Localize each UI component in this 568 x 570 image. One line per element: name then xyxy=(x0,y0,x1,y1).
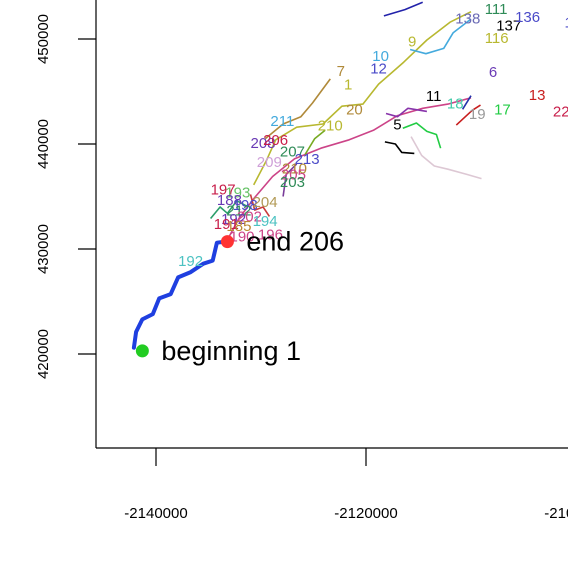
segment-label: 191 xyxy=(214,216,239,233)
river-segment-line xyxy=(410,136,482,180)
river-segment-line xyxy=(304,129,326,155)
segment-label: 190 xyxy=(230,229,255,246)
segment-label: 205 xyxy=(281,167,306,184)
segment-label: 207 xyxy=(280,144,305,161)
background-river-segments xyxy=(209,1,482,242)
river-segment-line xyxy=(209,199,247,220)
segment-label: 212 xyxy=(226,202,251,219)
segment-label: 209 xyxy=(257,154,282,171)
x-axis: -2140000 -2120000 -2100000 xyxy=(124,448,568,522)
river-segment-line xyxy=(455,104,481,126)
segment-label: 7 xyxy=(337,63,345,80)
river-segment-line xyxy=(409,18,472,55)
y-tick-label: 430000 xyxy=(35,224,52,274)
segment-label: 210 xyxy=(282,160,307,177)
end-label: end 206 xyxy=(246,227,344,257)
segment-label: 13 xyxy=(529,87,546,104)
segment-label: 136 xyxy=(515,9,540,26)
segment-label: 208 xyxy=(251,135,276,152)
segment-label: 18 xyxy=(447,95,464,112)
segment-label: 206 xyxy=(263,132,288,149)
segment-label: 213 xyxy=(295,151,320,168)
segment-label: 196 xyxy=(258,227,283,244)
x-tick-label: -2120000 xyxy=(334,505,397,522)
segment-label: 211 xyxy=(270,113,294,130)
segment-label: 193 xyxy=(225,185,250,202)
segment-label: 210 xyxy=(318,117,343,134)
segment-label: 194 xyxy=(253,213,278,230)
segment-label: 138 xyxy=(455,10,480,27)
segment-label: 198 xyxy=(233,197,258,214)
end-marker xyxy=(220,235,234,249)
segment-label: 192 xyxy=(178,253,203,270)
segment-label: 222 xyxy=(553,104,568,121)
highlight-segment-line xyxy=(131,239,228,350)
river-segment-line xyxy=(383,1,424,17)
segment-label: 192 xyxy=(221,211,246,228)
segment-label: 137 xyxy=(496,18,521,35)
highlight-river-segment xyxy=(131,239,228,350)
segment-label: 202 xyxy=(237,209,262,226)
segment-label: 12 xyxy=(370,61,387,78)
river-segment-line xyxy=(461,95,472,110)
y-axis: 420000 430000 440000 450000 xyxy=(35,14,96,379)
river-segment-line xyxy=(252,10,472,186)
y-tick-label: 420000 xyxy=(35,329,52,379)
y-tick-label: 450000 xyxy=(35,14,52,64)
segment-label: 17 xyxy=(494,102,511,119)
river-segment-line xyxy=(384,141,415,155)
x-tick-label: -2140000 xyxy=(124,505,187,522)
segment-label: 119 xyxy=(565,14,568,31)
segment-label: 111 xyxy=(485,1,508,18)
river-segment-line xyxy=(249,194,271,217)
segment-label: 6 xyxy=(489,64,497,81)
river-segment-line xyxy=(282,163,298,197)
segment-label: 204 xyxy=(253,194,278,211)
segment-label: 10 xyxy=(372,48,389,65)
segment-label: 188 xyxy=(217,192,242,209)
segment-label: 197 xyxy=(211,181,236,198)
river-segment-line xyxy=(402,122,442,149)
beginning-label: beginning 1 xyxy=(161,336,301,366)
segment-label: 1 xyxy=(344,76,352,93)
segment-label: 5 xyxy=(393,116,401,133)
y-tick-label: 440000 xyxy=(35,119,52,169)
river-segment-line xyxy=(264,78,331,140)
segment-label: 20 xyxy=(346,102,363,119)
segment-label: 203 xyxy=(280,174,305,191)
segment-label: 11 xyxy=(426,88,442,105)
segment-label: 185 xyxy=(226,218,251,235)
segment-label: 116 xyxy=(485,30,509,47)
river-segment-line xyxy=(385,107,428,118)
segment-label: 9 xyxy=(408,33,416,50)
segment-label: 19 xyxy=(469,106,486,123)
x-tick-label: -2100000 xyxy=(544,505,568,522)
beginning-marker xyxy=(135,344,149,358)
endpoint-markers: beginning 1 end 206 xyxy=(135,227,344,366)
